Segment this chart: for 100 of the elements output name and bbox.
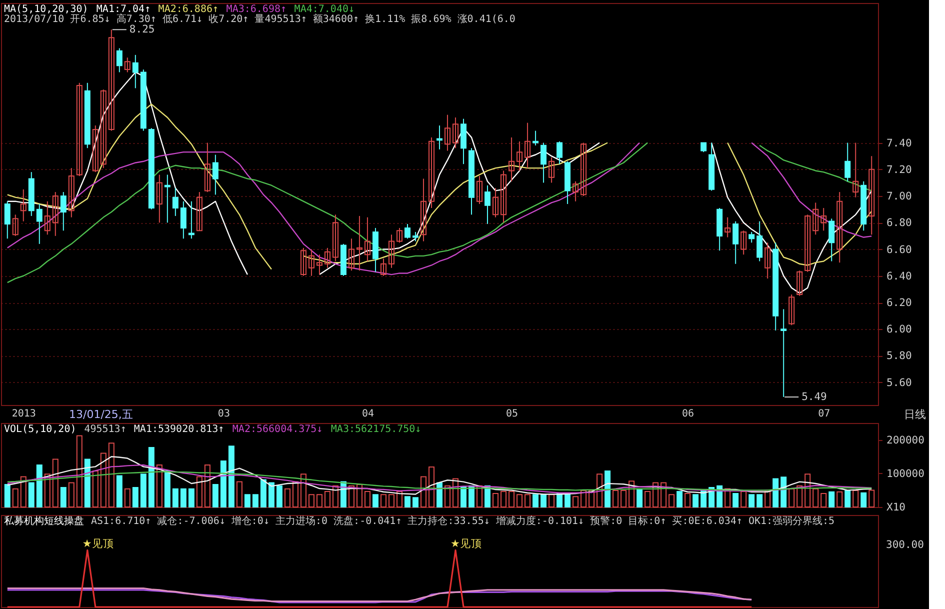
- bar: [428, 466, 434, 508]
- bar: [740, 491, 747, 508]
- candlestick: [44, 200, 50, 236]
- bar: [68, 482, 74, 508]
- chart-subtitle: 495513↑: [84, 424, 126, 435]
- candlestick: [788, 294, 795, 326]
- chart-title: MA(5,10,20,30): [4, 4, 88, 15]
- bar: [844, 490, 851, 508]
- bar: [84, 458, 90, 508]
- bar: [676, 491, 683, 508]
- bar: [324, 491, 330, 508]
- candlestick: [212, 154, 218, 196]
- candlestick: [116, 48, 122, 73]
- candlestick: [308, 248, 314, 276]
- candlestick: [196, 192, 202, 232]
- bar: [516, 494, 523, 508]
- line-series: [6, 464, 872, 494]
- candlestick: [724, 216, 731, 238]
- y-tick-label: 6.20: [886, 297, 912, 310]
- text: MA2:566004.375↓: [232, 424, 323, 435]
- bar: [196, 476, 202, 508]
- bar: [524, 494, 531, 508]
- bar: [212, 484, 218, 508]
- x-tick-label: 2013: [12, 408, 36, 420]
- bar: [220, 460, 226, 508]
- candlestick: [172, 188, 178, 216]
- text: MA1:7.04↑: [96, 4, 151, 15]
- x-tick-label: 07: [818, 408, 830, 420]
- bar: [668, 494, 675, 508]
- bar: [308, 494, 314, 508]
- candlestick: [36, 204, 42, 244]
- bar: [580, 490, 587, 508]
- candlestick: [156, 174, 162, 224]
- bar: [180, 488, 186, 508]
- text: 13/01/25,五: [69, 408, 133, 421]
- bar: [540, 494, 547, 508]
- bar: [436, 482, 442, 508]
- text: MA3:562175.750↓: [330, 424, 422, 435]
- y-tick-label: 6.40: [886, 270, 912, 282]
- bar: [620, 490, 627, 508]
- bar: [780, 476, 787, 508]
- y-tick-label: 6.80: [886, 217, 912, 230]
- y-tick-label: 5.80: [886, 350, 912, 362]
- candlestick: [804, 214, 811, 272]
- bar: [724, 488, 731, 508]
- candlestick: [812, 202, 819, 236]
- bar: [860, 492, 867, 508]
- bar: [372, 494, 378, 508]
- candlestick: [756, 220, 763, 262]
- y-tick-label: X10: [886, 502, 906, 514]
- candlestick: [732, 220, 739, 264]
- candlestick: [76, 82, 82, 177]
- bar: [60, 487, 66, 508]
- bar: [292, 481, 298, 508]
- text: MA2:6.886↑: [158, 4, 219, 15]
- bar: [652, 482, 659, 508]
- candlestick: [700, 142, 707, 153]
- bar: [612, 490, 619, 508]
- bar: [684, 493, 691, 508]
- candlestick: [748, 231, 755, 244]
- bar: [92, 470, 98, 508]
- bar: [444, 485, 450, 508]
- bar: [548, 494, 555, 508]
- bar: [788, 488, 795, 508]
- candlestick: [108, 29, 114, 132]
- bar: [204, 464, 210, 508]
- bar: [828, 491, 835, 508]
- candlestick: [852, 142, 859, 198]
- candlestick: [188, 200, 194, 240]
- bar: [404, 496, 410, 508]
- bar: [124, 488, 130, 508]
- bar: [52, 458, 58, 508]
- bar: [348, 485, 354, 508]
- text: MA3:6.698↑: [226, 4, 287, 15]
- y-tick-label: 7.20: [886, 164, 912, 176]
- text: 2013/07/10 开6.85↓ 高7.30↑ 低6.71↓ 收7.20↑ 量495513↑ 额34600↑ 换1.11% 振8.69% 涨0.41(6.0: [4, 13, 516, 25]
- candlestick: [740, 230, 747, 256]
- candlestick: [4, 200, 10, 240]
- bar: [812, 488, 819, 508]
- x-tick-label: 03: [218, 408, 230, 420]
- candlestick: [20, 188, 26, 222]
- bar: [228, 446, 234, 508]
- candlestick: [796, 270, 803, 296]
- bar: [188, 488, 194, 508]
- bar: [572, 496, 579, 508]
- bar: [564, 494, 571, 508]
- y-tick-label: 7.00: [886, 190, 912, 203]
- bar: [852, 490, 859, 508]
- candlestick: [836, 192, 843, 264]
- bar: [492, 493, 499, 508]
- bar: [644, 491, 651, 508]
- bar: [596, 474, 603, 508]
- bar: [148, 447, 154, 508]
- x-tick-label: 04: [362, 408, 374, 420]
- y-tick-label: 6.00: [886, 324, 912, 336]
- chart-title: 私募机构短线操盘: [4, 515, 84, 527]
- candlestick: [844, 142, 851, 182]
- bar: [628, 480, 635, 508]
- candlestick: [68, 168, 74, 218]
- chart-title: VOL(5,10,20): [4, 424, 76, 435]
